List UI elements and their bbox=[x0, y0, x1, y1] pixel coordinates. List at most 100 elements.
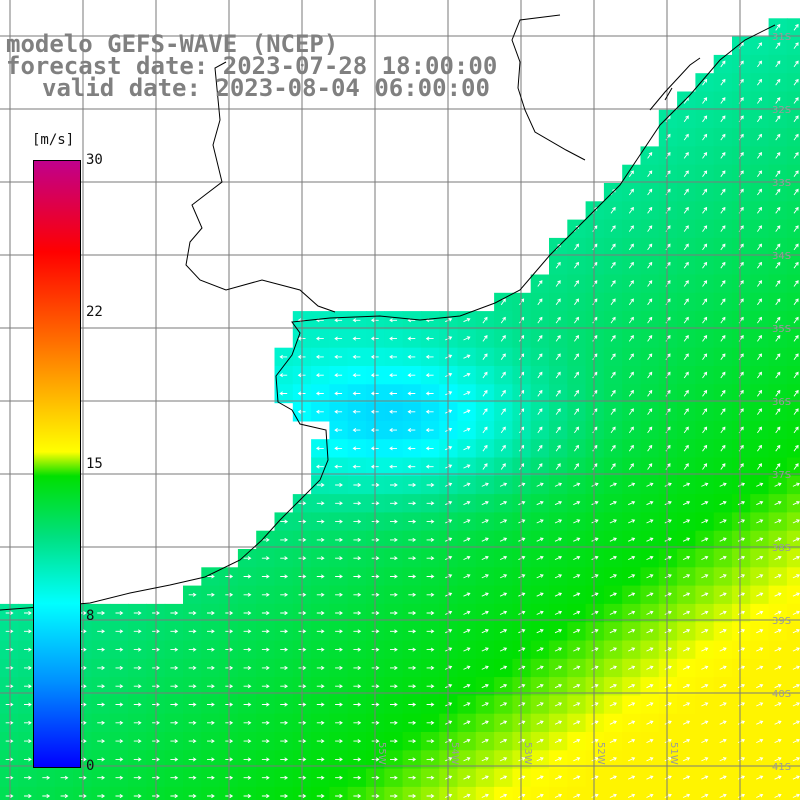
wind-speed-cell bbox=[786, 274, 800, 294]
wind-arrow bbox=[499, 738, 508, 744]
wind-arrow bbox=[519, 463, 525, 470]
wind-arrow bbox=[315, 336, 324, 341]
wind-arrow bbox=[664, 519, 672, 524]
wind-arrow bbox=[499, 500, 508, 506]
wind-arrow bbox=[316, 611, 325, 616]
wind-arrow bbox=[646, 775, 654, 780]
wind-arrow bbox=[334, 428, 343, 433]
wind-speed-cell bbox=[603, 786, 623, 800]
wind-arrow bbox=[280, 574, 289, 579]
wind-arrow bbox=[518, 537, 526, 542]
wind-arrow bbox=[646, 720, 654, 725]
wind-arrow bbox=[573, 574, 581, 579]
wind-arrow bbox=[775, 115, 781, 123]
wind-arrow bbox=[280, 794, 289, 799]
wind-speed-cell bbox=[786, 256, 800, 276]
wind-speed-cell bbox=[402, 786, 422, 800]
wind-speed-cell bbox=[54, 786, 74, 800]
wind-arrow bbox=[646, 738, 654, 744]
wind-arrow bbox=[775, 97, 781, 104]
wind-arrow bbox=[315, 464, 324, 469]
wind-arrow bbox=[792, 482, 800, 487]
wind-arrow bbox=[261, 629, 270, 634]
wind-arrow bbox=[425, 409, 434, 414]
wind-arrow bbox=[757, 389, 762, 397]
wind-arrow bbox=[463, 446, 471, 451]
wind-arrow bbox=[316, 757, 325, 762]
wind-arrow bbox=[591, 702, 599, 707]
wind-arrow bbox=[647, 298, 653, 306]
wind-arrow bbox=[793, 389, 799, 397]
wind-arrow bbox=[702, 225, 708, 232]
wind-arrow bbox=[207, 684, 215, 689]
wind-arrow bbox=[628, 610, 636, 615]
wind-arrow bbox=[407, 428, 416, 433]
wind-arrow bbox=[390, 556, 398, 561]
wind-arrow bbox=[481, 629, 489, 634]
wind-arrow bbox=[536, 757, 544, 762]
wind-arrow bbox=[664, 537, 672, 542]
wind-arrow bbox=[683, 371, 689, 379]
wind-arrow bbox=[774, 647, 782, 652]
wind-arrow bbox=[315, 391, 324, 396]
wind-arrow bbox=[499, 665, 508, 670]
wind-speed-cell bbox=[786, 54, 800, 74]
title-forecast-date: forecast date: 2023-07-28 18:00:00 bbox=[6, 52, 498, 80]
wind-arrow bbox=[628, 500, 636, 506]
wind-arrow bbox=[683, 133, 689, 141]
wind-arrow bbox=[500, 408, 506, 415]
wind-arrow bbox=[591, 665, 599, 670]
wind-arrow bbox=[664, 482, 672, 487]
wind-arrow bbox=[775, 243, 781, 251]
wind-speed-cell bbox=[732, 786, 751, 800]
wind-arrow bbox=[792, 757, 800, 762]
wind-arrow bbox=[536, 482, 544, 487]
wind-arrow bbox=[720, 298, 726, 306]
wind-arrow bbox=[280, 647, 289, 652]
wind-arrow bbox=[5, 702, 14, 707]
wind-arrow bbox=[609, 555, 617, 561]
wind-arrow bbox=[316, 702, 325, 707]
wind-arrow bbox=[426, 574, 435, 579]
wind-arrow bbox=[335, 574, 343, 579]
wind-arrow bbox=[334, 446, 343, 451]
wind-arrow bbox=[702, 133, 708, 141]
wind-arrow bbox=[793, 170, 799, 177]
wind-arrow bbox=[646, 757, 654, 762]
wind-arrow bbox=[425, 428, 434, 433]
wind-arrow bbox=[555, 298, 561, 306]
wind-arrow bbox=[463, 574, 471, 579]
colorbar-tick-30: 30 bbox=[86, 152, 103, 168]
wind-arrow bbox=[425, 373, 434, 378]
wind-arrow bbox=[463, 702, 471, 707]
wind-arrow bbox=[518, 720, 526, 725]
wind-arrow bbox=[389, 409, 397, 414]
wind-arrow bbox=[775, 444, 781, 452]
wind-arrow bbox=[757, 225, 762, 232]
wind-arrow bbox=[628, 444, 634, 452]
wind-arrow bbox=[463, 555, 471, 561]
wind-arrow bbox=[519, 371, 525, 379]
wind-arrow bbox=[334, 464, 343, 469]
wind-arrow bbox=[702, 371, 708, 379]
wind-arrow bbox=[682, 537, 691, 542]
lat-label: 31S bbox=[772, 32, 791, 43]
wind-arrow bbox=[591, 629, 599, 634]
wind-arrow bbox=[701, 592, 709, 597]
wind-arrow bbox=[5, 794, 14, 799]
wind-arrow bbox=[426, 556, 435, 561]
wind-arrow bbox=[573, 537, 581, 542]
wind-arrow bbox=[628, 353, 634, 360]
wind-arrow bbox=[334, 373, 343, 378]
wind-arrow bbox=[646, 537, 654, 542]
wind-arrow bbox=[536, 555, 544, 561]
wind-arrow bbox=[188, 647, 197, 652]
wind-arrow bbox=[519, 316, 525, 324]
wind-speed-cell bbox=[786, 695, 800, 715]
wind-arrow bbox=[793, 298, 799, 306]
wind-arrow bbox=[408, 739, 417, 744]
wind-arrow bbox=[536, 702, 544, 707]
wind-arrow bbox=[628, 537, 636, 542]
wind-arrow bbox=[756, 555, 764, 561]
wind-arrow bbox=[408, 702, 417, 707]
